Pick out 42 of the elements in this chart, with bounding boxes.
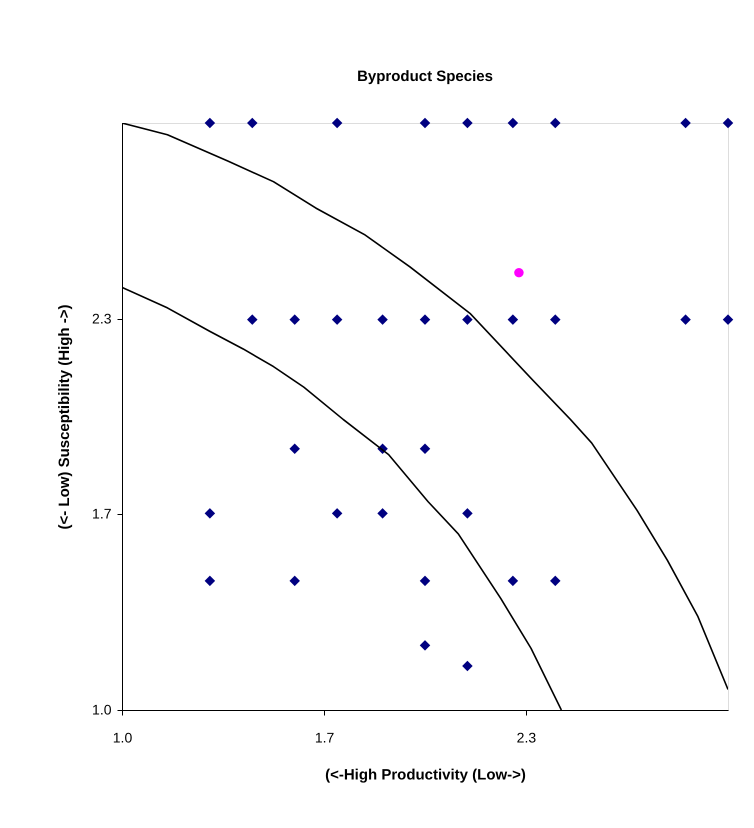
point — [247, 118, 258, 128]
x-axis-title: (<-High Productivity (Low->) — [325, 766, 526, 784]
point — [332, 118, 342, 128]
point — [204, 576, 216, 586]
point — [289, 576, 300, 586]
x-tick-label: 1.0 — [112, 730, 132, 746]
point — [550, 118, 561, 128]
point — [514, 268, 524, 278]
point — [462, 314, 473, 325]
point — [377, 508, 388, 519]
point — [332, 314, 342, 325]
point — [289, 444, 300, 454]
point — [377, 314, 388, 325]
point — [204, 118, 216, 128]
point — [508, 118, 518, 128]
y-tick-label: 1.7 — [92, 506, 112, 522]
point — [508, 576, 518, 586]
point — [462, 508, 473, 519]
point — [420, 576, 430, 586]
point — [462, 118, 473, 128]
point — [332, 508, 342, 519]
point — [204, 508, 216, 519]
point — [508, 314, 518, 325]
point — [680, 314, 691, 325]
point — [420, 314, 430, 325]
point — [247, 314, 258, 325]
point — [550, 576, 561, 586]
y-tick-label: 2.3 — [92, 310, 112, 326]
x-tick-label: 1.7 — [314, 730, 335, 746]
point — [680, 118, 691, 128]
point — [722, 118, 734, 128]
point — [550, 314, 561, 325]
point — [420, 640, 430, 651]
point — [420, 118, 430, 128]
point — [420, 444, 430, 454]
chart-title: Byproduct Species — [357, 68, 493, 85]
point — [289, 314, 300, 325]
y-tick-label: 1.0 — [92, 702, 112, 718]
point — [722, 314, 734, 325]
y-axis-title: (<- Low) Susceptibility (High ->) — [56, 304, 74, 530]
x-tick-label: 2.3 — [516, 730, 536, 746]
point — [462, 660, 473, 672]
